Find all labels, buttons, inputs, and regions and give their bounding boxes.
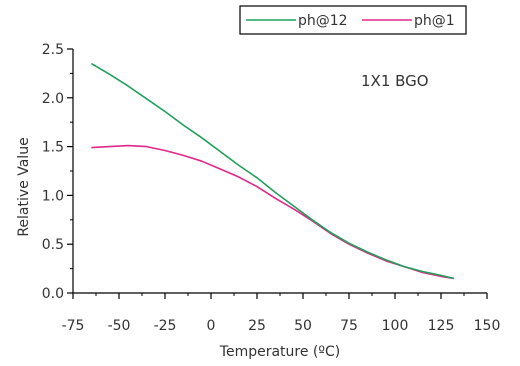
chart-annotation: 1X1 BGO <box>361 72 429 90</box>
x-tick-label: 0 <box>207 318 216 334</box>
y-tick-label: 2.0 <box>42 91 64 107</box>
y-tick-label: 2.5 <box>42 42 64 58</box>
series-line-ph12 <box>90 62 455 280</box>
tick-labels: -75 -50 -25 0 25 50 75 100 125 150 0.0 0.5 1.0 1.5 2.0… <box>42 42 501 334</box>
y-tick-label: 0.5 <box>42 237 64 253</box>
x-tick-label: -25 <box>154 318 177 334</box>
series-lines <box>90 62 455 280</box>
x-axis-title: Temperature (ºC) <box>219 344 340 360</box>
legend-label-ph12: ph@12 <box>298 13 348 29</box>
axes <box>67 48 488 299</box>
x-tick-label: 25 <box>248 318 266 334</box>
x-tick-label: 125 <box>428 318 455 334</box>
x-tick-label: 100 <box>382 318 409 334</box>
x-tick-label: -50 <box>108 318 131 334</box>
y-tick-label: 1.5 <box>42 140 64 156</box>
x-tick-label: 150 <box>474 318 501 334</box>
y-axis-title: Relative Value <box>16 137 32 236</box>
x-tick-label: 75 <box>340 318 358 334</box>
y-tick-label: 0.0 <box>42 286 64 302</box>
legend-label-ph1: ph@1 <box>414 13 455 29</box>
y-tick-label: 1.0 <box>42 188 64 204</box>
series-line-ph1 <box>91 144 455 280</box>
x-tick-label: -75 <box>62 318 85 334</box>
legend: ph@12 ph@1 <box>239 5 467 35</box>
x-tick-label: 50 <box>294 318 312 334</box>
